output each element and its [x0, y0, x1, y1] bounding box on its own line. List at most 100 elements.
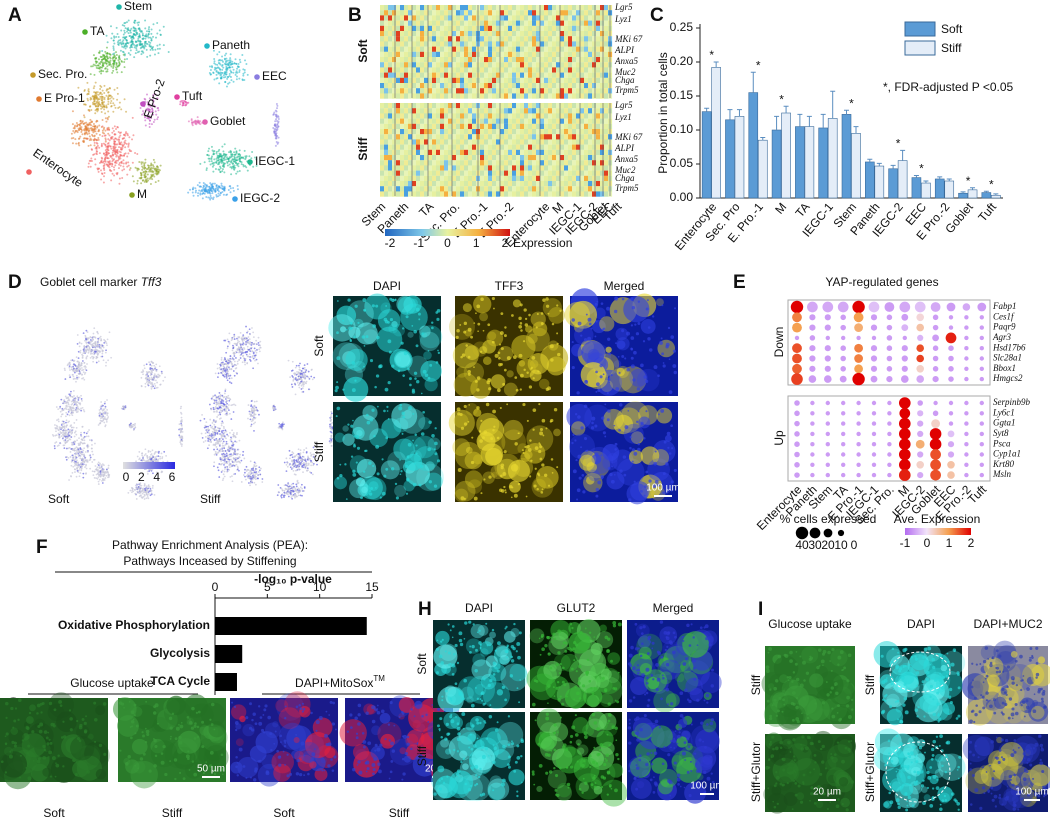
- umap-cell: [76, 369, 78, 371]
- dot: [871, 366, 877, 372]
- heatmap-cell: [396, 36, 400, 41]
- heatmap-cell: [508, 160, 512, 165]
- heatmap-cell: [444, 62, 448, 67]
- umap-cell: [107, 149, 109, 151]
- heatmap-cell: [580, 21, 584, 26]
- heatmap-cell: [524, 134, 528, 139]
- heatmap-cell: [528, 52, 532, 57]
- umap-cell: [145, 33, 147, 35]
- heatmap-cell: [440, 57, 444, 62]
- heatmap-cell: [452, 108, 456, 113]
- heatmap-cell: [560, 171, 564, 176]
- heatmap-cell: [552, 171, 556, 176]
- dot: [980, 473, 984, 477]
- umap-cell: [156, 382, 158, 384]
- heatmap-cell: [552, 15, 556, 20]
- heatmap-cell: [436, 36, 440, 41]
- heatmap-cell: [512, 124, 516, 129]
- umap-cell: [85, 338, 87, 340]
- umap-cell: [235, 173, 237, 175]
- heatmap-cell: [400, 83, 404, 88]
- umap-cell: [97, 333, 99, 335]
- heatmap-cell: [600, 165, 604, 170]
- dot: [841, 432, 845, 436]
- heatmap-cell: [384, 155, 388, 160]
- umap-cell: [72, 123, 74, 125]
- umap-cell: [224, 54, 226, 56]
- heatmap-cell: [456, 160, 460, 165]
- heatmap-cell: [388, 36, 392, 41]
- heatmap-cell: [424, 113, 428, 118]
- umap-cell: [148, 26, 150, 28]
- heatmap-cell: [468, 134, 472, 139]
- heatmap-cell: [416, 171, 420, 176]
- heatmap-cell: [460, 41, 464, 46]
- umap-cell: [214, 190, 216, 192]
- heatmap-cell: [488, 41, 492, 46]
- heatmap-cell: [528, 165, 532, 170]
- umap-cell: [132, 134, 134, 136]
- heatmap-cell: [504, 165, 508, 170]
- dot: [840, 356, 846, 362]
- heatmap-cell: [504, 47, 508, 52]
- umap-cell: [111, 105, 113, 107]
- heatmap-cell: [452, 171, 456, 176]
- heatmap-cell: [600, 47, 604, 52]
- heatmap-cell: [456, 26, 460, 31]
- dot: [887, 463, 891, 467]
- heatmap-cell: [520, 129, 524, 134]
- heatmap-cell: [456, 150, 460, 155]
- umap-cell: [113, 169, 115, 171]
- heatmap-cell: [544, 47, 548, 52]
- umap-cell: [113, 47, 115, 49]
- umap-cell: [140, 53, 142, 55]
- heatmap-cell: [516, 124, 520, 129]
- umap-cell: [98, 168, 100, 170]
- heatmap-cell: [392, 108, 396, 113]
- dot: [872, 421, 876, 425]
- umap-cell: [276, 127, 278, 129]
- heatmap-cell: [556, 52, 560, 57]
- heatmap-cell: [516, 113, 520, 118]
- dot: [916, 461, 924, 469]
- dot: [841, 473, 845, 477]
- heatmap-cell: [536, 186, 540, 191]
- umap-cell: [140, 47, 142, 49]
- heatmap-cell: [424, 26, 428, 31]
- heatmap-cell: [412, 5, 416, 10]
- heatmap-cell: [552, 26, 556, 31]
- bar: [991, 195, 1000, 198]
- heatmap-cell: [384, 15, 388, 20]
- heatmap-cell: [504, 155, 508, 160]
- heatmap-cell: [480, 88, 484, 93]
- heatmap-cell: [464, 26, 468, 31]
- umap-cell: [124, 32, 126, 34]
- heatmap-cell: [412, 15, 416, 20]
- umap-cell: [158, 376, 160, 378]
- umap-cell: [89, 347, 91, 349]
- heatmap-cell: [480, 21, 484, 26]
- x-tick-label: 0: [212, 580, 219, 594]
- umap-cell: [105, 365, 107, 367]
- dot: [916, 440, 925, 449]
- heatmap-cell: [600, 150, 604, 155]
- heatmap-cell: [548, 139, 552, 144]
- umap-cell: [210, 190, 212, 192]
- dot: [856, 421, 860, 425]
- heatmap-cell: [392, 145, 396, 150]
- heatmap-cell: [496, 181, 500, 186]
- heatmap-cell: [404, 176, 408, 181]
- heatmap-cell: [508, 41, 512, 46]
- error-bar: [727, 110, 732, 120]
- umap-cell: [93, 54, 95, 56]
- dot: [980, 325, 984, 329]
- umap-cell: [156, 118, 158, 120]
- heatmap-cell: [592, 186, 596, 191]
- heatmap-cell: [380, 124, 384, 129]
- umap-cell: [133, 26, 135, 28]
- dot: [794, 411, 800, 417]
- heatmap-cell: [524, 181, 528, 186]
- heatmap-cell: [600, 119, 604, 124]
- heatmap-cell: [416, 176, 420, 181]
- heatmap-cell: [432, 36, 436, 41]
